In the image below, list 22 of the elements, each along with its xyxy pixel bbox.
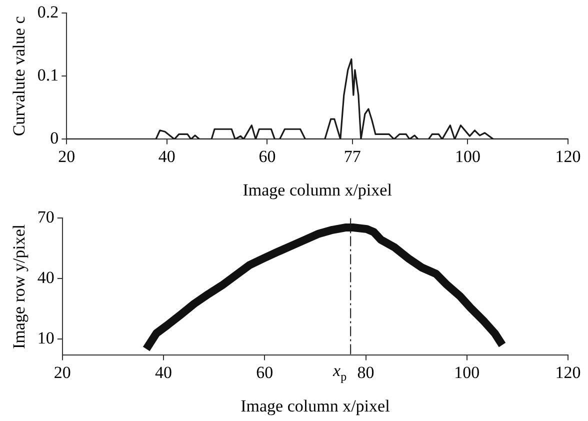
y-tick-label: 70	[37, 208, 54, 227]
x-tick-label: 60	[256, 362, 274, 382]
y-tick-label: 0.1	[37, 66, 59, 85]
y-tick-label: 0.2	[37, 2, 59, 22]
x-tick-label: 20	[58, 146, 76, 166]
x-tick-label: 40	[155, 362, 172, 382]
y-axis-title: Curvalute value c	[10, 16, 29, 136]
x-tick-label: 100	[454, 362, 480, 382]
x-tick-label: 60	[258, 146, 276, 166]
x-tick-label: 100	[454, 146, 480, 166]
x-tick-label: 120	[555, 146, 581, 166]
x-tick-label: 120	[555, 362, 581, 382]
x-tick-label: 80	[357, 362, 374, 382]
x-axis-title: Image column x/pixel	[240, 396, 390, 416]
x-tick-label: 20	[54, 362, 71, 382]
x-tick-label: 77	[344, 146, 362, 166]
y-tick-label: 0	[50, 128, 59, 148]
x-tick-label: 40	[158, 146, 176, 166]
y-axis-title: Image row y/pixel	[10, 224, 29, 350]
y-tick-label: 10	[37, 328, 54, 348]
x-axis-title: Image column x/pixel	[242, 180, 392, 200]
y-tick-label: 40	[37, 268, 54, 288]
